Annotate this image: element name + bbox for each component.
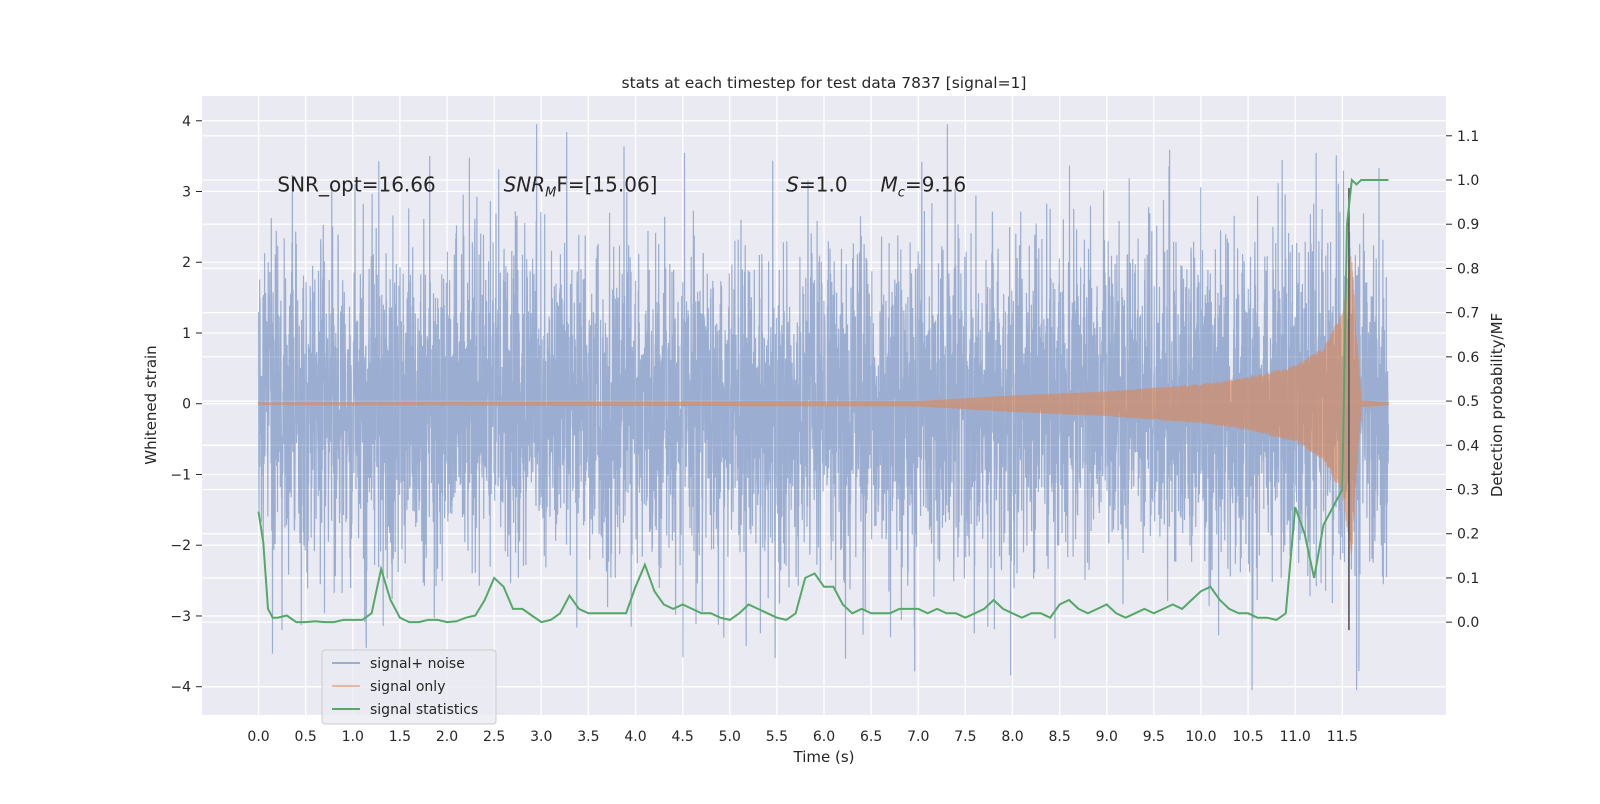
y-tick-label: −3 [170, 609, 191, 625]
y2-tick-label: 0.3 [1457, 483, 1479, 499]
tick-layer: 0.0 0.5 1.0 1.5 2.0 2.5 3.0 3.5 4.0 4.5 5.0 5.5 6.0 6… [170, 114, 1479, 745]
annotation-0: SNR_opt=16.66 [277, 172, 435, 196]
x-tick-label: 9.0 [1096, 729, 1118, 745]
x-tick-label: 7.5 [954, 729, 976, 745]
legend-label-noise: signal+ noise [370, 656, 465, 672]
y-tick-label: −1 [170, 467, 191, 483]
x-tick-label: 11.0 [1280, 729, 1311, 745]
x-tick-label: 2.5 [483, 729, 505, 745]
y2-tick-label: 0.9 [1457, 217, 1479, 233]
x-tick-label: 10.5 [1233, 729, 1264, 745]
x-tick-label: 9.5 [1143, 729, 1165, 745]
series-signal-statistics [257, 177, 1389, 624]
annotation-1: SNRMF=[15.06] [504, 172, 658, 200]
y2-axis-label: Detection probability/MF [1488, 313, 1506, 497]
y2-tick-label: 0.2 [1457, 527, 1479, 543]
x-tick-label: 3.5 [577, 729, 599, 745]
x-tick-label: 1.5 [389, 729, 411, 745]
y2-tick-label: 0.5 [1457, 394, 1479, 410]
x-tick-label: 6.5 [860, 729, 882, 745]
y2-tick-label: 1.0 [1457, 173, 1479, 189]
x-tick-label: 1.0 [342, 729, 364, 745]
x-tick-label: 6.0 [813, 729, 835, 745]
y-tick-label: 3 [182, 185, 191, 201]
legend: signal+ noise signal only signal statist… [321, 649, 497, 725]
x-tick-label: 8.5 [1048, 729, 1070, 745]
series-signal-plus-noise [257, 124, 1390, 691]
y2-tick-label: 0.1 [1457, 571, 1479, 587]
y-tick-label: 2 [182, 255, 191, 271]
x-axis-label: Time (s) [793, 748, 855, 766]
y2-tick-label: 0.8 [1457, 261, 1479, 277]
annotation-2: S=1.0 [786, 172, 847, 196]
x-tick-label: 0.5 [295, 729, 317, 745]
y-tick-label: 1 [182, 326, 191, 342]
x-tick-label: 3.0 [530, 729, 552, 745]
x-tick-label: 7.0 [907, 729, 929, 745]
legend-box [321, 649, 497, 725]
series-signal-only [257, 256, 1390, 554]
y2-tick-label: 0.7 [1457, 306, 1479, 322]
annotation-3: Mc=9.16 [881, 172, 967, 200]
y2-tick-label: 0.0 [1457, 615, 1479, 631]
x-tick-label: 4.5 [672, 729, 694, 745]
y-axis-label: Whitened strain [142, 345, 160, 464]
legend-label-signal: signal only [370, 679, 445, 695]
series-layer [257, 124, 1390, 691]
y2-tick-label: 0.4 [1457, 438, 1479, 454]
y-tick-label: −2 [170, 538, 191, 554]
x-tick-label: 0.0 [247, 729, 269, 745]
x-tick-label: 10.0 [1185, 729, 1216, 745]
annotation-layer: SNR_opt=16.66 SNRMF=[15.06] S=1.0 Mc=9.16 [277, 172, 966, 200]
y-tick-label: −4 [170, 680, 191, 696]
x-tick-label: 5.5 [766, 729, 788, 745]
x-tick-label: 2.0 [436, 729, 458, 745]
y-tick-label: 4 [182, 114, 191, 130]
y2-tick-label: 1.1 [1457, 129, 1479, 145]
y-tick-label: 0 [182, 397, 191, 413]
legend-label-statistics: signal statistics [370, 702, 478, 718]
x-tick-label: 4.0 [624, 729, 646, 745]
y2-tick-label: 0.6 [1457, 350, 1479, 366]
chart-title: stats at each timestep for test data 783… [622, 74, 1027, 92]
x-tick-label: 11.5 [1327, 729, 1358, 745]
x-tick-label: 5.0 [719, 729, 741, 745]
x-tick-label: 8.0 [1001, 729, 1023, 745]
